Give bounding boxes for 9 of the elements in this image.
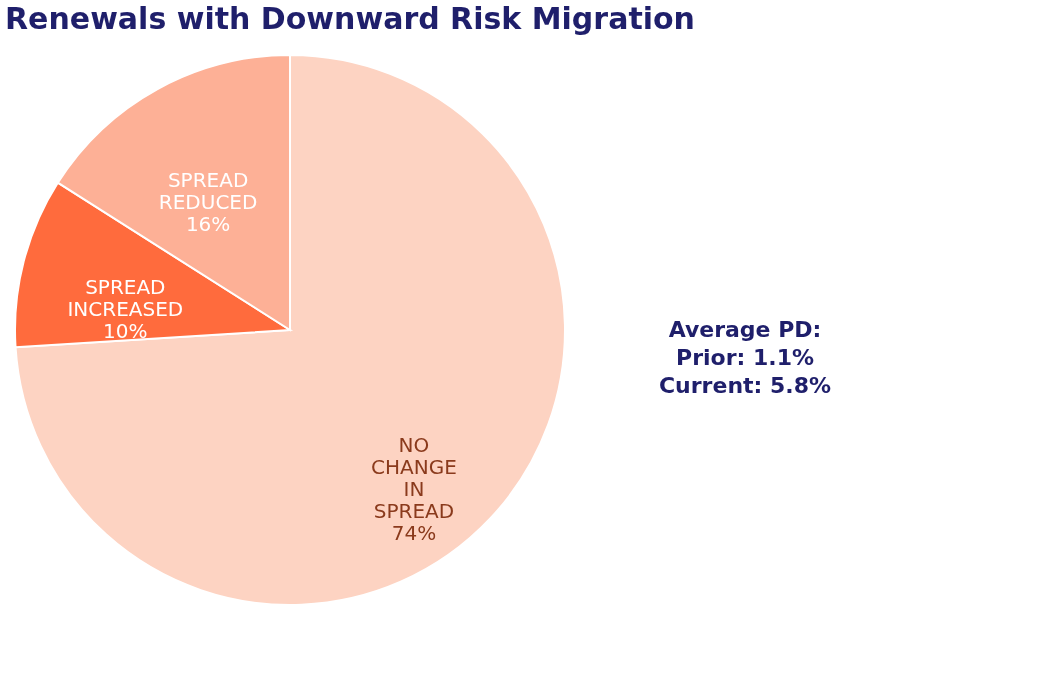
data-label: 10% (103, 318, 148, 343)
text: Average PD: Prior: 1.1% Current: 5.8% (658, 317, 832, 398)
pie-slice (14, 54, 566, 606)
slice-label: SPREAD REDUCED (158, 168, 258, 215)
slice-label: NO CHANGE IN SPREAD (371, 433, 457, 524)
data-label: 74% (391, 521, 437, 546)
chart-title: Renewals with Downward Risk Migration (5, 1, 695, 36)
slice-label: SPREAD INCREASED (67, 274, 184, 321)
data-label: 16% (185, 212, 231, 237)
